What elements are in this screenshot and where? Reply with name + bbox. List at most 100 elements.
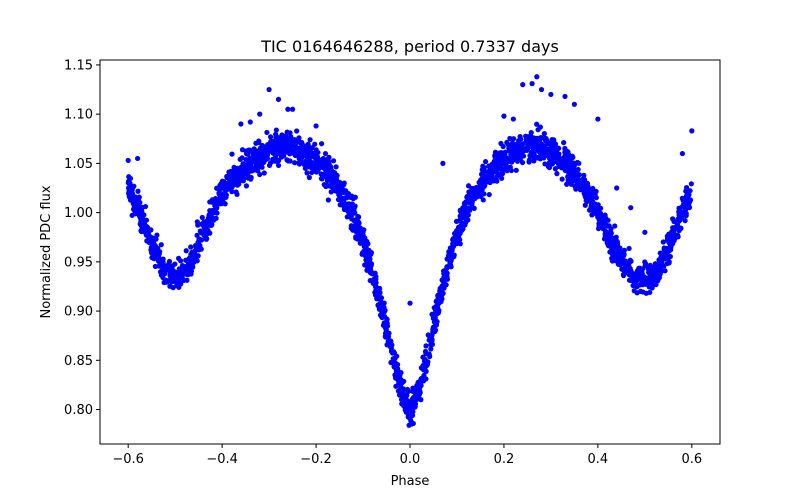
outlier-point bbox=[266, 86, 272, 93]
data-point bbox=[456, 218, 462, 224]
data-point bbox=[167, 271, 174, 278]
outlier-point bbox=[257, 111, 263, 117]
outlier-point bbox=[125, 157, 131, 164]
data-point bbox=[406, 422, 412, 428]
data-point bbox=[604, 230, 610, 236]
data-point bbox=[326, 154, 332, 160]
data-point bbox=[138, 228, 144, 234]
data-point bbox=[393, 383, 399, 389]
data-point bbox=[461, 210, 467, 216]
data-point bbox=[574, 159, 580, 166]
data-point bbox=[170, 285, 176, 291]
data-point bbox=[324, 177, 330, 184]
data-point bbox=[350, 196, 356, 202]
outlier-point bbox=[571, 101, 577, 107]
data-point bbox=[564, 181, 570, 187]
data-point bbox=[168, 276, 174, 282]
data-point bbox=[602, 212, 608, 218]
data-point bbox=[552, 166, 559, 172]
outlier-point bbox=[355, 214, 361, 221]
data-point bbox=[683, 198, 689, 204]
data-point bbox=[157, 259, 163, 265]
data-point bbox=[395, 361, 401, 368]
data-point bbox=[482, 159, 489, 165]
data-point bbox=[523, 136, 529, 142]
data-point bbox=[194, 232, 200, 238]
data-point bbox=[647, 282, 653, 288]
y-tick-label: 1.05 bbox=[64, 157, 93, 172]
data-point bbox=[496, 171, 502, 177]
outlier-point bbox=[247, 119, 253, 125]
data-point bbox=[257, 145, 264, 151]
data-point bbox=[281, 147, 287, 154]
data-point bbox=[619, 266, 625, 272]
data-point bbox=[489, 173, 495, 179]
data-point bbox=[274, 139, 280, 145]
data-point bbox=[573, 186, 579, 192]
data-point bbox=[278, 135, 285, 141]
x-tick-label: −0.2 bbox=[300, 452, 332, 467]
data-point bbox=[582, 184, 588, 190]
data-point bbox=[183, 248, 189, 254]
data-point bbox=[262, 151, 268, 157]
data-point bbox=[131, 207, 137, 213]
data-point bbox=[398, 370, 404, 376]
data-point bbox=[683, 188, 689, 194]
data-point bbox=[684, 193, 690, 199]
data-point bbox=[628, 258, 634, 264]
data-point bbox=[608, 243, 614, 250]
data-point bbox=[229, 189, 235, 195]
data-point bbox=[508, 167, 514, 174]
data-point bbox=[668, 237, 675, 243]
data-point bbox=[665, 256, 671, 262]
data-point bbox=[562, 147, 568, 154]
data-point bbox=[349, 201, 356, 207]
data-point bbox=[612, 223, 618, 229]
data-point bbox=[189, 249, 195, 255]
data-point bbox=[179, 266, 186, 272]
data-point bbox=[577, 187, 584, 193]
data-point bbox=[201, 221, 208, 227]
data-point bbox=[478, 193, 484, 200]
data-point bbox=[135, 188, 141, 194]
data-point bbox=[664, 260, 670, 267]
data-point bbox=[587, 193, 593, 199]
data-point bbox=[613, 239, 619, 246]
data-point bbox=[624, 269, 631, 275]
data-point bbox=[367, 277, 373, 284]
data-point bbox=[304, 170, 310, 176]
data-point bbox=[447, 262, 453, 268]
data-point bbox=[242, 162, 249, 168]
data-point bbox=[431, 319, 437, 325]
data-point bbox=[313, 147, 319, 153]
x-tick-label: 0.0 bbox=[400, 452, 421, 467]
data-point bbox=[436, 299, 443, 305]
data-point bbox=[588, 201, 595, 207]
data-point bbox=[657, 250, 663, 256]
data-point bbox=[198, 246, 204, 252]
data-point bbox=[664, 233, 670, 239]
data-point bbox=[348, 225, 354, 231]
data-point bbox=[480, 174, 486, 180]
data-point bbox=[534, 147, 540, 153]
y-axis-label: Normalized PDC flux bbox=[39, 185, 54, 318]
data-point bbox=[431, 327, 437, 333]
data-point bbox=[276, 157, 282, 164]
data-point bbox=[139, 212, 145, 218]
data-point bbox=[564, 167, 570, 173]
data-point bbox=[375, 294, 381, 300]
data-point bbox=[317, 157, 323, 163]
data-point bbox=[393, 367, 400, 373]
data-point bbox=[494, 152, 500, 158]
data-point bbox=[651, 274, 658, 280]
data-point bbox=[287, 130, 293, 136]
data-point bbox=[372, 289, 378, 296]
data-point bbox=[166, 258, 173, 265]
data-point bbox=[516, 144, 523, 150]
data-point bbox=[500, 143, 506, 150]
data-point bbox=[620, 272, 627, 279]
data-point bbox=[264, 129, 270, 136]
outlier-point bbox=[501, 113, 507, 119]
data-point bbox=[570, 177, 576, 183]
data-point bbox=[131, 199, 137, 205]
